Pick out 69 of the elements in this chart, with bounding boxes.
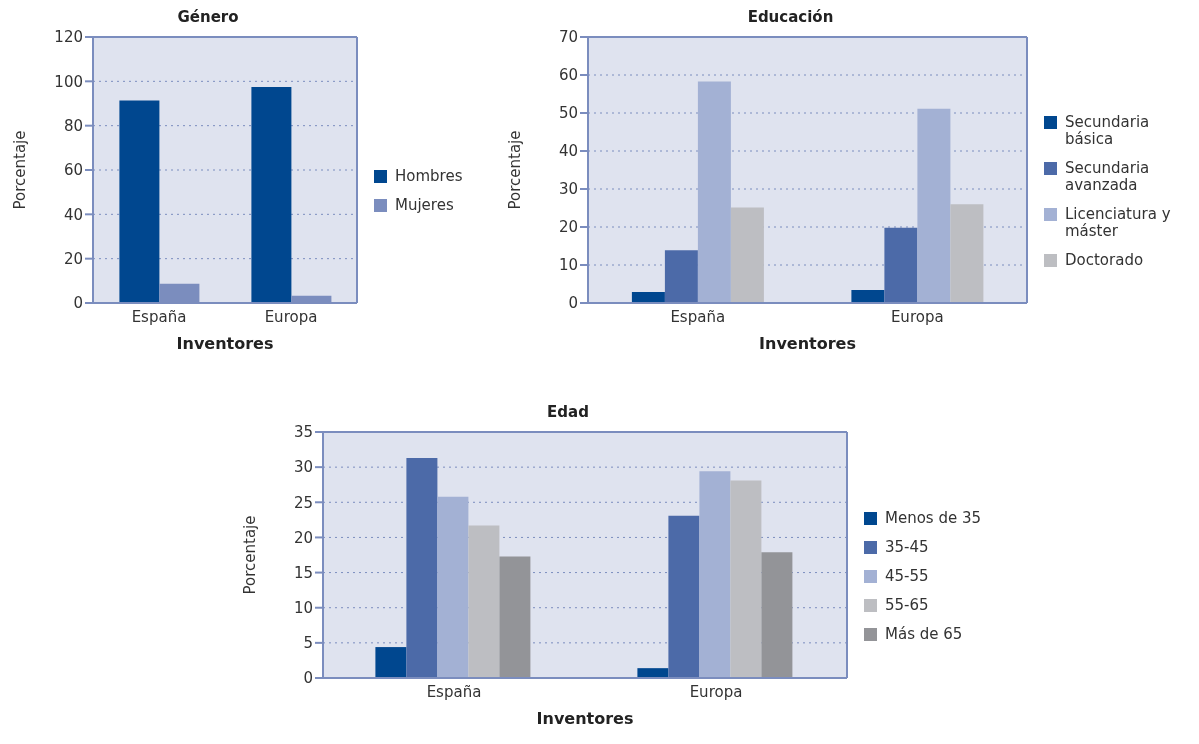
bar [119,100,160,303]
legend-label: 45-55 [885,566,929,585]
legend-label: Mujeres [395,196,454,214]
chart-title: Educación [746,8,835,26]
y-tick-label: 5 [303,634,313,653]
bar [631,291,665,303]
y-tick-label: 100 [54,72,83,91]
y-tick-label: 30 [293,458,313,477]
x-tick-label: Europa [264,307,318,326]
x-axis-title: Inventores [759,334,856,353]
bar [664,250,698,303]
y-axis-title: Porcentaje [506,130,525,210]
x-tick-label: España [426,682,482,701]
bar [406,458,438,678]
legend-label: Secundaria avanzada [1065,158,1151,194]
bar [499,556,531,678]
y-tick-label: 10 [558,256,578,275]
y-tick-label: 60 [63,161,83,180]
y-tick-label: 10 [293,599,313,618]
x-tick-label: Europa [890,307,944,326]
y-tick-label: 0 [568,294,578,313]
y-tick-label: 15 [293,563,313,582]
y-tick-label: 40 [558,142,578,161]
bar [730,207,764,303]
bar [851,290,885,303]
bar [251,87,292,303]
legend-label: 35-45 [885,537,929,556]
x-axis-title: Inventores [536,709,634,728]
legend-label: Más de 65 [885,624,963,643]
x-axis-title: Inventores [176,334,274,353]
legend-label: Menos de 35 [885,508,982,527]
bar [950,204,984,303]
bar [668,515,700,678]
x-tick-label: Europa [689,682,743,701]
legend-label: Secundaria básica [1065,112,1151,148]
bar [468,525,500,678]
y-tick-label: 0 [303,669,313,688]
bar [697,81,731,303]
y-tick-label: 20 [293,528,313,547]
bar [375,647,407,678]
legend-label: 55-65 [885,595,929,614]
y-tick-label: 25 [293,493,313,512]
y-tick-label: 20 [558,218,578,237]
y-tick-label: 120 [54,28,83,47]
y-tick-label: 0 [73,294,83,313]
chart-title: Edad [546,403,590,421]
y-axis-title: Porcentaje [241,515,260,595]
y-tick-label: 60 [558,66,578,85]
x-tick-label: España [670,307,726,326]
legend-label: Hombres [395,167,463,185]
y-tick-label: 50 [558,104,578,123]
y-axis-title: Porcentaje [11,130,30,210]
chart-title: Género [176,8,240,26]
bar [761,552,793,678]
y-tick-label: 70 [558,28,578,47]
bar [917,108,951,303]
bar [637,668,669,678]
y-tick-label: 20 [63,249,83,268]
y-tick-label: 35 [293,423,313,442]
bar [699,471,731,678]
y-tick-label: 30 [558,180,578,199]
bar [730,480,762,678]
legend-label: Doctorado [1065,250,1144,269]
y-tick-label: 80 [63,116,83,135]
bar [437,496,469,678]
bar [884,227,918,303]
x-tick-label: España [131,307,187,326]
y-tick-label: 40 [63,205,83,224]
legend-label: Licenciatura y máster [1065,204,1172,240]
